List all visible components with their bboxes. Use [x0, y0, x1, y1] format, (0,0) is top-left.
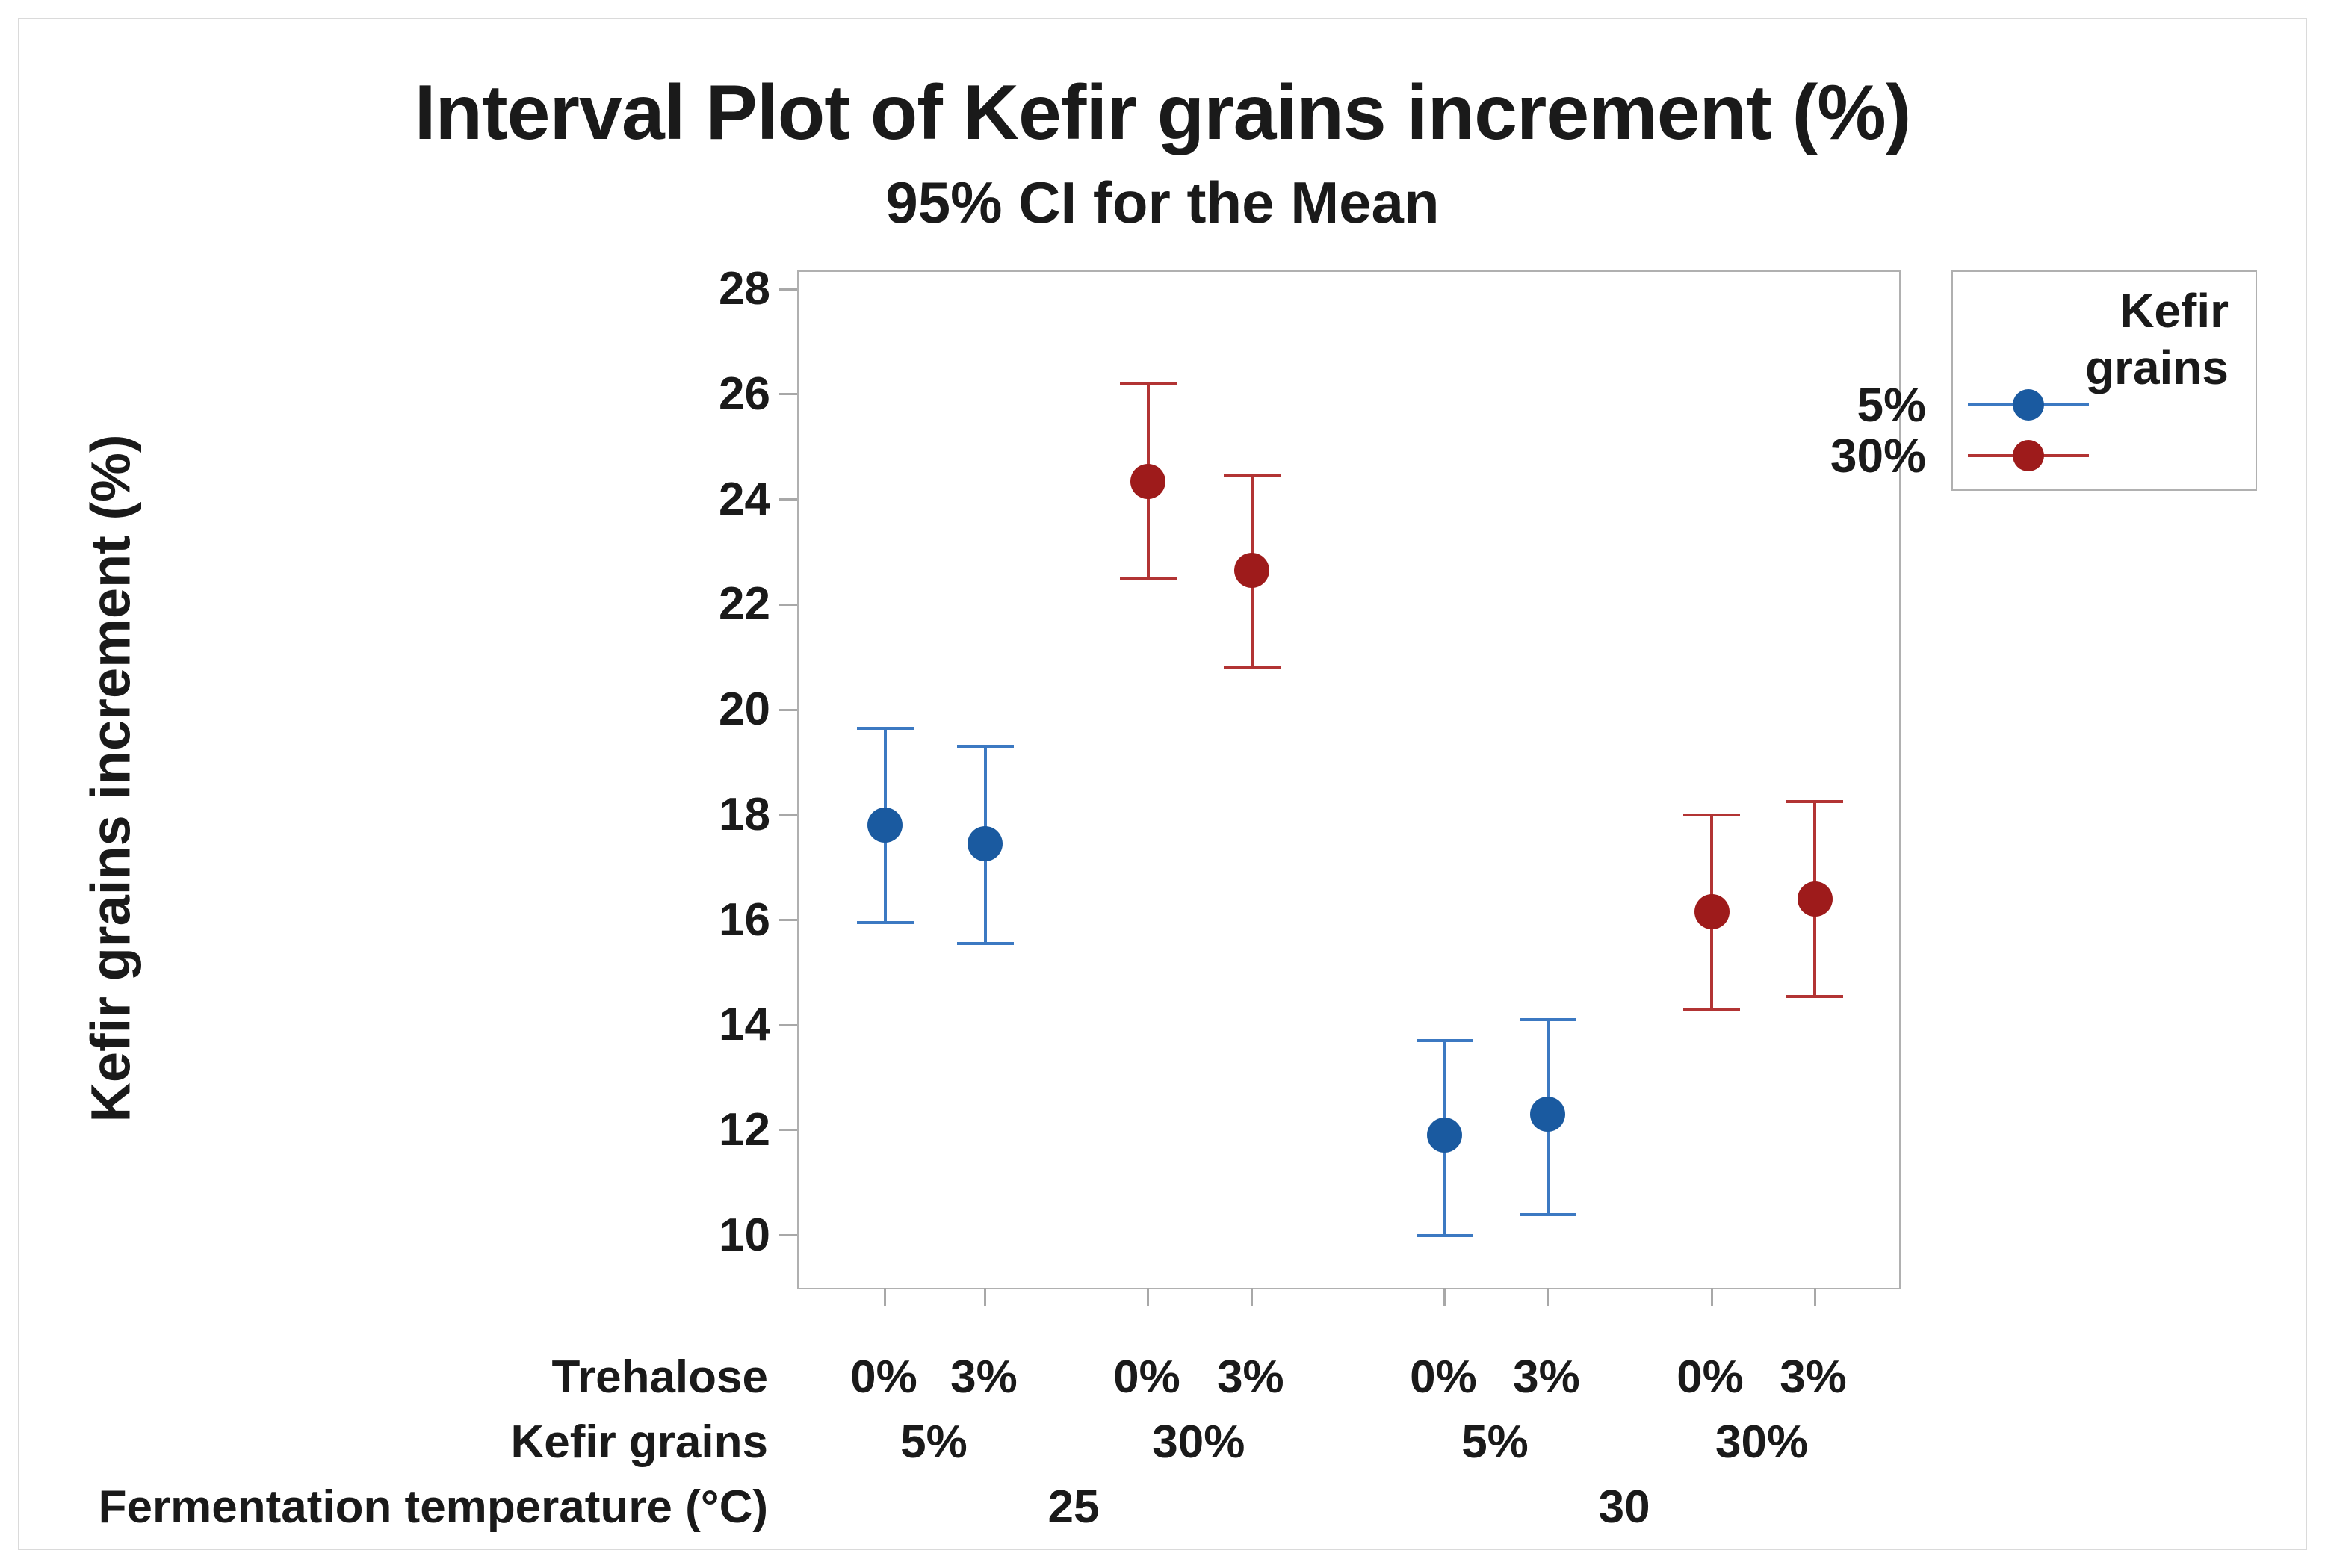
ci-cap-top	[856, 726, 914, 730]
figure-border	[18, 18, 2307, 1550]
ci-cap-bottom	[1223, 666, 1281, 669]
legend-sample-dot	[2013, 389, 2044, 421]
trehalose-value-label: 0%	[1113, 1351, 1180, 1403]
y-tick-label: 18	[719, 788, 770, 840]
mean-dot	[1530, 1097, 1566, 1132]
kefir-grains-value-label: 5%	[1461, 1416, 1529, 1468]
mean-dot	[1694, 894, 1730, 930]
ci-cap-bottom	[956, 942, 1014, 946]
x-tick-mark	[1147, 1288, 1150, 1306]
y-tick-label: 12	[719, 1103, 770, 1156]
mean-dot	[1797, 881, 1833, 917]
x-tick-mark	[884, 1288, 887, 1306]
temperature-value-label: 30	[1598, 1481, 1650, 1533]
y-tick-mark	[779, 288, 797, 291]
y-tick-label: 16	[719, 893, 770, 946]
trehalose-value-label: 3%	[1217, 1351, 1284, 1403]
mean-dot	[968, 825, 1003, 861]
mean-dot	[1427, 1118, 1463, 1153]
legend-title-line1: Kefir	[2120, 284, 2229, 338]
axis-row-label-fermentation-temperature: Fermentation temperature (°C)	[98, 1481, 768, 1533]
legend-title: Kefir grains	[2085, 282, 2229, 396]
mean-dot	[1234, 553, 1270, 589]
x-tick-mark	[984, 1288, 987, 1306]
ci-cap-top	[1683, 813, 1740, 816]
ci-cap-top	[1786, 800, 1844, 804]
kefir-grains-value-label: 5%	[900, 1416, 968, 1468]
trehalose-value-label: 3%	[1513, 1351, 1580, 1403]
ci-cap-bottom	[1683, 1008, 1740, 1011]
ci-cap-top	[1416, 1039, 1473, 1043]
y-tick-mark	[779, 1023, 797, 1026]
chart-title: Interval Plot of Kefir grains increment …	[414, 69, 1912, 156]
x-tick-mark	[1710, 1288, 1713, 1306]
x-tick-mark	[1813, 1288, 1816, 1306]
kefir-grains-value-label: 30%	[1715, 1416, 1809, 1468]
y-tick-label: 22	[719, 578, 770, 630]
y-tick-label: 26	[719, 368, 770, 420]
y-tick-mark	[779, 603, 797, 606]
chart-subtitle: 95% CI for the Mean	[885, 170, 1440, 235]
y-tick-label: 28	[719, 263, 770, 315]
ci-cap-bottom	[1519, 1212, 1576, 1216]
y-tick-mark	[779, 708, 797, 711]
y-tick-mark	[779, 1234, 797, 1237]
ci-cap-bottom	[1786, 994, 1844, 998]
temperature-value-label: 25	[1047, 1481, 1100, 1533]
x-tick-mark	[1443, 1288, 1446, 1306]
ci-cap-bottom	[1416, 1233, 1473, 1237]
trehalose-value-label: 0%	[1677, 1351, 1744, 1403]
trehalose-value-label: 0%	[1410, 1351, 1477, 1403]
trehalose-value-label: 0%	[850, 1351, 917, 1403]
y-tick-mark	[779, 919, 797, 921]
y-tick-label: 20	[719, 684, 770, 736]
y-tick-label: 14	[719, 999, 770, 1051]
trehalose-value-label: 3%	[950, 1351, 1018, 1403]
ci-cap-bottom	[856, 921, 914, 925]
mean-dot	[1130, 463, 1166, 499]
kefir-grains-value-label: 30%	[1152, 1416, 1245, 1468]
mean-dot	[867, 808, 903, 843]
y-tick-mark	[779, 814, 797, 816]
legend-title-line2: grains	[2084, 341, 2229, 394]
x-tick-mark	[1547, 1288, 1550, 1306]
legend-sample-dot	[2013, 440, 2044, 471]
ci-cap-top	[1223, 474, 1281, 477]
ci-cap-top	[1519, 1018, 1576, 1022]
y-tick-mark	[779, 498, 797, 501]
ci-cap-top	[956, 745, 1014, 749]
x-tick-mark	[1251, 1288, 1254, 1306]
axis-row-label-kefir-grains: Kefir grains	[510, 1416, 768, 1468]
y-tick-mark	[779, 393, 797, 396]
legend-entry-label: 5%	[1857, 378, 1927, 432]
plot-area: 28 26 24 22 20 18 16 14 12 10	[719, 263, 1901, 1306]
trehalose-value-label: 3%	[1780, 1351, 1847, 1403]
ci-cap-bottom	[1119, 577, 1177, 580]
legend-box: Kefir grains 5% 30%	[1830, 270, 2257, 491]
y-tick-mark	[779, 1129, 797, 1132]
legend-entry-label: 30%	[1830, 429, 1926, 483]
y-tick-label: 24	[719, 473, 770, 525]
y-axis-title: Kefir grains increment (%)	[79, 434, 142, 1123]
ci-cap-top	[1119, 382, 1177, 385]
y-tick-label: 10	[719, 1209, 770, 1261]
axis-row-label-trehalose: Trehalose	[551, 1351, 768, 1403]
